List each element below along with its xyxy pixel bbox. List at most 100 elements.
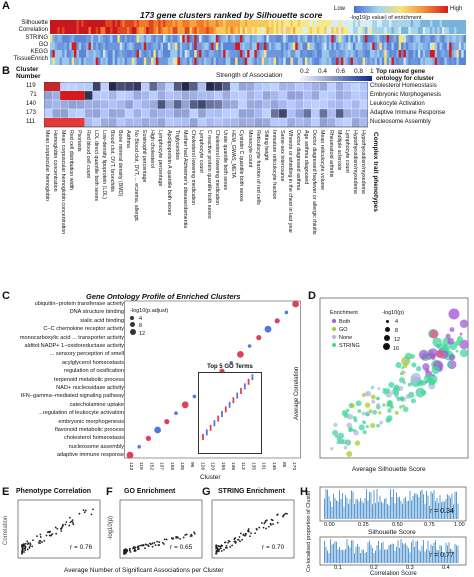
go-dot [164,419,170,425]
heat-b-cell [84,108,94,119]
d-size-val-3: 16 [393,346,400,352]
heat-a-cell [420,57,424,65]
small-point [221,544,224,547]
heat-a-cell [314,50,318,58]
heat-a-cell [369,50,373,58]
h-bar [388,505,390,519]
panel-e-r: r = 0.76 [70,544,93,551]
small-point [46,531,49,534]
heat-a-cell [283,42,286,50]
legend-both: Both [332,319,350,325]
heat-a-cell [59,35,63,43]
h-bar [442,500,444,519]
heat-a-cell [208,57,212,65]
heat-a-cell [405,57,409,65]
strength-tick-4: 1 [370,68,374,75]
heat-a-cell [78,42,82,50]
heat-a-cell [230,27,234,34]
heat-a-cell [83,35,87,43]
heat-a-cell [456,42,460,50]
h-bar [414,493,415,519]
heat-a-cell [50,35,53,43]
heat-a-cell [150,50,154,58]
heat-a-cell [348,20,351,27]
scatter-point [420,380,427,386]
heat-a-cell [300,50,303,58]
h-bar [412,495,414,519]
heat-b-cell [205,90,215,101]
heat-b-cell [181,90,191,101]
heat-b-cell [270,99,280,110]
heat-b-cell [230,99,239,110]
heat-a-cell [437,20,440,27]
small-point [220,550,223,552]
heat-a-cell [365,57,368,65]
heat-a-cell [413,27,416,34]
heat-a-cell [379,35,383,43]
heat-a-cell [300,27,303,34]
heat-a-cell [213,57,217,65]
heat-a-cell [153,57,157,65]
heat-a-cell [309,20,313,27]
heat-a-cell [163,42,166,50]
heat-a-cell [261,27,265,34]
panel-e-plot [17,499,101,559]
heat-a-cell [374,42,378,50]
go-dot [181,401,189,409]
heat-a-cell [304,35,308,43]
heat-a-cell [153,27,157,34]
heat-a-cell [230,57,234,65]
heat-b-cell [303,99,312,110]
scatter-point [371,399,376,404]
heat-a-cell [295,35,298,43]
heat-a-cell [292,50,296,58]
heat-a-cell [182,27,185,34]
heat-a-cell [357,20,361,27]
panel-f-label: F [106,486,113,498]
heat-a-cell [88,57,92,65]
heat-a-cell [446,27,450,34]
scatter-point [402,363,408,369]
heat-b-cell [278,90,288,101]
heat-a-cell [172,20,176,27]
heat-a-cell [201,42,205,50]
heat-a-cell [98,57,101,65]
small-plot-frame [17,499,101,559]
heat-a-cell [225,50,229,58]
heat-a-cell [331,20,335,27]
phenotype-label: Multiple sclerosis [335,130,342,171]
heat-a-cell [117,50,121,58]
heat-a-cell [432,35,436,43]
heat-a-cell [172,42,176,50]
go-term-label: monocarboxylic acid ... transporter acti… [19,334,124,341]
heat-a-cell [367,42,371,50]
heat-a-cell [340,50,344,58]
heat-a-cell [273,42,277,50]
heat-a-cell [264,57,267,65]
heat-a-cell [254,27,258,34]
heat-a-cell [189,57,193,65]
h-bar [328,553,330,563]
heat-a-cell [259,27,262,34]
heat-a-cell [271,42,274,50]
heat-a-cell [199,35,202,43]
heat-a-cell [251,50,255,58]
heat-a-cell [122,42,125,50]
heat-a-cell [319,35,323,43]
c-xtick-label: 126 [199,462,205,470]
heat-a-cell [331,35,335,43]
heat-a-cell [268,27,272,34]
scatter-point [330,447,334,451]
h-top-tick-0: 0.00 [324,522,335,528]
panel-d-legend: Enrichment Both GO None STRING -log10(p)… [330,310,438,370]
heat-a-cell [184,35,188,43]
heat-b-cell [278,108,288,119]
heat-a-cell [336,50,339,58]
heat-a-cell [285,42,289,50]
heat-b-cell [359,117,368,128]
heat-a-cell [444,42,448,50]
heat-b-cell [108,82,118,92]
row-label-silhouette: Silhouette [21,20,48,26]
heat-a-cell [50,20,53,27]
heat-a-cell [285,35,289,43]
